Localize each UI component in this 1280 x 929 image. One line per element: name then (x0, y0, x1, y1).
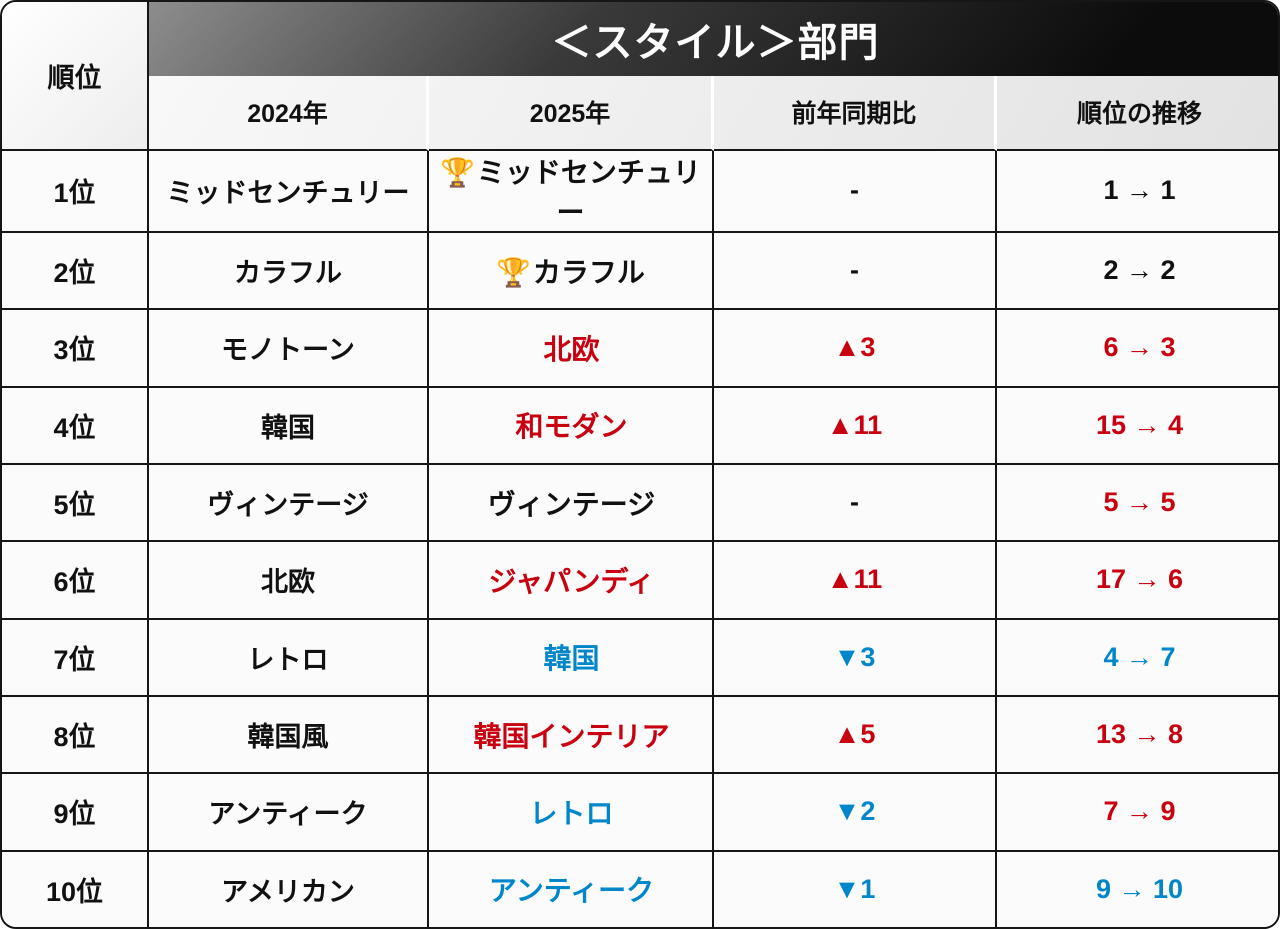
yoy-cell: ▲11 (714, 542, 997, 620)
style-2024-cell: アメリカン (149, 851, 429, 927)
table-row: 5位 ヴィンテージ ヴィンテージ - 5 → 5 (2, 464, 1278, 543)
style-2024-cell: 韓国風 (149, 696, 429, 775)
yoy-cell: ▲3 (714, 310, 997, 388)
rank-cell: 2位 (2, 232, 149, 311)
style-2025-cell: ヴィンテージ (429, 464, 714, 543)
column-header-row: 2024年 2025年 前年同期比 順位の推移 (2, 76, 1278, 151)
yoy-cell: - (714, 232, 997, 311)
rank-cell: 4位 (2, 387, 149, 465)
table-row: 2位 カラフル 🏆カラフル - 2 → 2 (2, 232, 1278, 311)
table-row: 9位 アンティーク レトロ ▼2 7 → 9 (2, 774, 1278, 852)
yoy-cell: ▲5 (714, 696, 997, 775)
rank-transition-cell: 9 → 10 (997, 851, 1278, 927)
style-2024-cell: アンティーク (149, 774, 429, 852)
style-2024-cell: レトロ (149, 619, 429, 697)
yoy-cell: - (714, 150, 997, 233)
title-row: 順位 ＜スタイル＞部門 (2, 2, 1278, 151)
yoy-cell: ▲11 (714, 387, 997, 465)
rank-cell: 10位 (2, 851, 149, 927)
rank-transition-cell: 7 → 9 (997, 774, 1278, 852)
style-2025-label: 韓国インテリア (473, 720, 670, 752)
rank-cell: 6位 (2, 542, 149, 620)
table-row: 8位 韓国風 韓国インテリア ▲5 13 → 8 (2, 696, 1278, 775)
column-header-2024: 2024年 (149, 76, 429, 151)
table-row: 1位 ミッドセンチュリー 🏆ミッドセンチュリー - 1 → 1 (2, 150, 1278, 233)
style-2025-label: 韓国 (543, 643, 600, 675)
rank-column-header: 順位 (2, 2, 149, 151)
style-2025-label: 和モダン (515, 411, 628, 443)
rank-transition-cell: 13 → 8 (997, 696, 1278, 775)
table-row: 3位 モノトーン 北欧 ▲3 6 → 3 (2, 310, 1278, 388)
style-2025-cell: 和モダン (429, 387, 714, 465)
style-2024-cell: 北欧 (149, 542, 429, 620)
table-title: ＜スタイル＞部門 (149, 2, 1278, 77)
yoy-cell: ▼3 (714, 619, 997, 697)
table-row: 10位 アメリカン アンティーク ▼1 9 → 10 (2, 851, 1278, 927)
style-2025-label: アンティーク (488, 875, 655, 907)
style-2025-cell: レトロ (429, 774, 714, 852)
yoy-cell: ▼1 (714, 851, 997, 927)
style-2024-cell: カラフル (149, 232, 429, 311)
trophy-icon: 🏆 (496, 256, 531, 288)
style-2025-label: カラフル (532, 256, 645, 288)
style-2025-cell: 🏆カラフル (429, 232, 714, 311)
yoy-cell: - (714, 464, 997, 543)
style-2024-cell: モノトーン (149, 310, 429, 388)
rank-transition-cell: 17 → 6 (997, 542, 1278, 620)
rank-cell: 7位 (2, 619, 149, 697)
style-2025-cell: 北欧 (429, 310, 714, 388)
table-row: 7位 レトロ 韓国 ▼3 4 → 7 (2, 619, 1278, 697)
rank-transition-cell: 4 → 7 (997, 619, 1278, 697)
style-2025-label: レトロ (529, 797, 614, 829)
style-2025-label: ジャパンディ (488, 565, 655, 597)
rank-cell: 5位 (2, 464, 149, 543)
column-header-2025: 2025年 (429, 76, 714, 151)
style-2024-cell: ミッドセンチュリー (149, 150, 429, 233)
rank-cell: 8位 (2, 696, 149, 775)
rank-cell: 9位 (2, 774, 149, 852)
yoy-cell: ▼2 (714, 774, 997, 852)
style-2024-cell: 韓国 (149, 387, 429, 465)
style-2025-cell: ジャパンディ (429, 542, 714, 620)
rank-cell: 1位 (2, 150, 149, 233)
style-2025-cell: アンティーク (429, 851, 714, 927)
rank-transition-cell: 2 → 2 (997, 232, 1278, 311)
rank-transition-cell: 1 → 1 (997, 150, 1278, 233)
column-header-rank-transition: 順位の推移 (997, 76, 1278, 151)
rank-cell: 3位 (2, 310, 149, 388)
trophy-icon: 🏆 (440, 156, 475, 188)
style-2024-cell: ヴィンテージ (149, 464, 429, 543)
table-row: 6位 北欧 ジャパンディ ▲11 17 → 6 (2, 542, 1278, 620)
rank-transition-cell: 5 → 5 (997, 464, 1278, 543)
table-row: 4位 韓国 和モダン ▲11 15 → 4 (2, 387, 1278, 465)
style-2025-label: ヴィンテージ (487, 488, 656, 520)
style-2025-label: 北欧 (543, 333, 600, 365)
style-2025-cell: 韓国 (429, 619, 714, 697)
style-2025-cell: 🏆ミッドセンチュリー (429, 150, 714, 233)
rank-transition-cell: 15 → 4 (997, 387, 1278, 465)
column-header-yoy: 前年同期比 (714, 76, 997, 151)
style-2025-cell: 韓国インテリア (429, 696, 714, 775)
rank-transition-cell: 6 → 3 (997, 310, 1278, 388)
style-2025-label: ミッドセンチュリー (476, 156, 701, 228)
